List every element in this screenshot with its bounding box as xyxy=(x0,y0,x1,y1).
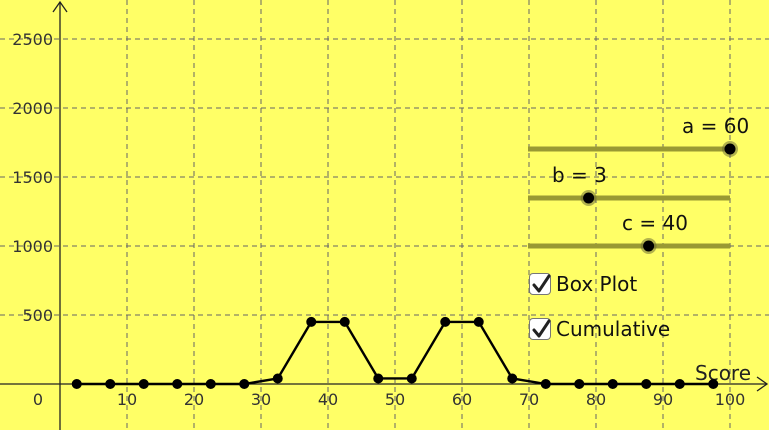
y-tick-label: 2000 xyxy=(12,99,53,118)
x-axis-arrow-icon xyxy=(756,376,769,392)
slider-knob[interactable] xyxy=(643,240,655,252)
x-tick-label: 70 xyxy=(519,390,539,409)
slider-knob[interactable] xyxy=(724,143,736,155)
series-line xyxy=(76,320,714,386)
frequency-polygon[interactable] xyxy=(71,316,719,389)
box-plot-checkbox[interactable]: Box Plot xyxy=(529,272,637,296)
x-tick-label: 30 xyxy=(251,390,271,409)
data-point[interactable] xyxy=(406,373,417,384)
data-point[interactable] xyxy=(473,316,484,327)
slider-label: b = 3 xyxy=(552,163,607,187)
y-tick-label: 500 xyxy=(22,306,53,325)
checkbox-check-icon xyxy=(529,273,551,295)
x-tick-labels: 0 10 20 30 40 50 60 70 80 90 100 xyxy=(33,390,745,409)
x-tick-label: 90 xyxy=(653,390,673,409)
x-tick-label: 0 xyxy=(33,390,43,409)
data-point[interactable] xyxy=(339,316,350,327)
x-tick-label: 60 xyxy=(452,390,472,409)
y-tick-label: 2500 xyxy=(12,30,53,49)
box-plot-label: Box Plot xyxy=(556,272,638,296)
x-tick-label: 10 xyxy=(117,390,137,409)
y-tick-labels: 500 1000 1500 2000 2500 xyxy=(12,30,53,325)
y-axis-arrow-icon xyxy=(52,0,68,13)
data-point[interactable] xyxy=(138,379,149,389)
slider-knob[interactable] xyxy=(583,192,595,204)
checkbox-check-icon xyxy=(529,318,551,340)
data-point[interactable] xyxy=(507,373,518,384)
data-point[interactable] xyxy=(607,379,618,389)
x-tick-label: 50 xyxy=(385,390,405,409)
data-point[interactable] xyxy=(306,316,317,327)
cumulative-checkbox[interactable]: Cumulative xyxy=(529,317,670,341)
data-point[interactable] xyxy=(373,373,384,384)
slider-label: a = 60 xyxy=(682,114,749,138)
slider-c[interactable]: c = 40 xyxy=(528,211,730,254)
data-point[interactable] xyxy=(574,379,585,389)
data-point[interactable] xyxy=(239,379,250,389)
cumulative-label: Cumulative xyxy=(556,317,671,341)
x-tick-label: 100 xyxy=(715,390,746,409)
data-point[interactable] xyxy=(708,379,719,389)
y-tick-label: 1000 xyxy=(12,237,53,256)
data-point[interactable] xyxy=(540,379,551,389)
slider-label: c = 40 xyxy=(622,211,688,235)
data-point[interactable] xyxy=(440,316,451,327)
data-point[interactable] xyxy=(105,379,116,389)
data-point[interactable] xyxy=(272,373,283,384)
sliders[interactable]: a = 60 b = 3 c = 40 xyxy=(528,114,749,254)
data-point[interactable] xyxy=(674,379,685,389)
x-axis-label: Score xyxy=(695,361,751,385)
slider-b[interactable]: b = 3 xyxy=(528,163,730,206)
x-tick-label: 40 xyxy=(318,390,338,409)
slider-a[interactable]: a = 60 xyxy=(528,114,749,157)
data-point[interactable] xyxy=(71,379,82,389)
data-point[interactable] xyxy=(172,379,183,389)
y-tick-label: 1500 xyxy=(12,168,53,187)
data-point[interactable] xyxy=(641,379,652,389)
x-tick-label: 80 xyxy=(586,390,606,409)
data-point[interactable] xyxy=(205,379,216,389)
x-tick-label: 20 xyxy=(184,390,204,409)
